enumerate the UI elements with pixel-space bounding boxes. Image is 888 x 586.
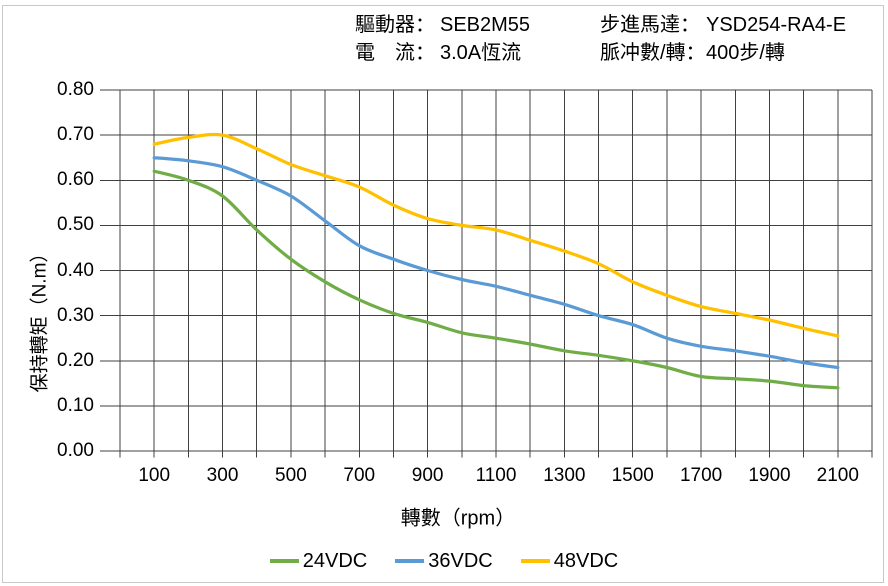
x-tick-label: 2100 [816, 465, 859, 486]
legend-line-icon [269, 559, 299, 563]
legend-item-24vdc: 24VDC [269, 549, 368, 573]
legend-label: 24VDC [302, 549, 368, 572]
legend-line-icon [395, 559, 425, 563]
x-tick-label: 1300 [543, 465, 586, 486]
header-driver: 驅動器： SEB2M55 [355, 12, 530, 38]
header-current: 電 流： 3.0A恆流 [355, 40, 521, 66]
driver-value: SEB2M55 [440, 14, 531, 36]
legend-label: 36VDC [428, 549, 493, 572]
y-tick-label: 0.00 [57, 440, 94, 461]
pulses-value: 400步/轉 [706, 42, 785, 64]
legend-label: 48VDC [553, 549, 619, 572]
header-motor: 步進馬達： YSD254-RA4-E [600, 12, 846, 38]
x-tick-label: 1700 [679, 465, 723, 486]
x-axis-tick-labels: 100 300 500 700 900 1100 1300 1500 1700 1900 2100 [0, 466, 888, 490]
driver-label: 驅動器： [355, 14, 435, 36]
x-tick-label: 900 [411, 465, 444, 486]
curve-24vdc [152, 169, 840, 390]
y-axis-tick-labels: 0.00 0.10 0.20 0.30 0.40 0.50 0.60 0.70 0.80 [40, 0, 94, 586]
legend: 24VDC 36VDC 48VDC [0, 548, 888, 574]
header-pulses: 脈冲數/轉：400步/轉 [600, 40, 785, 66]
legend-item-36vdc: 36VDC [395, 549, 493, 573]
y-tick-label: 0.10 [57, 394, 94, 416]
curve-36vdc [152, 156, 840, 370]
curve-48vdc [152, 132, 840, 338]
x-axis-title: 轉數（rpm） [400, 507, 516, 530]
legend-line-icon [520, 559, 550, 563]
y-axis-title: 保持轉矩（N.m） [29, 243, 51, 393]
x-tick-label: 1900 [748, 465, 791, 486]
x-tick-label: 300 [206, 465, 239, 486]
y-tick-label: 0.60 [57, 169, 94, 191]
y-tick-label: 0.40 [57, 259, 94, 281]
x-tick-label: 1500 [611, 465, 654, 486]
motor-label: 步進馬達： [600, 14, 700, 36]
pulses-label: 脈冲數/轉： [600, 42, 706, 64]
x-tick-label: 700 [343, 465, 376, 486]
x-tick-label: 1100 [475, 465, 517, 486]
current-label: 電 流： [355, 42, 435, 64]
legend-item-48vdc: 48VDC [520, 549, 619, 573]
y-tick-label: 0.20 [57, 349, 94, 371]
y-tick-label: 0.50 [57, 214, 94, 236]
motor-value: YSD254-RA4-E [706, 14, 847, 36]
x-tick-label: 500 [275, 465, 307, 486]
y-tick-label: 0.70 [57, 124, 94, 146]
current-value: 3.0A恆流 [440, 42, 522, 64]
y-tick-label: 0.30 [57, 304, 94, 326]
y-tick-label: 0.80 [57, 79, 94, 100]
x-tick-label: 100 [138, 465, 171, 486]
